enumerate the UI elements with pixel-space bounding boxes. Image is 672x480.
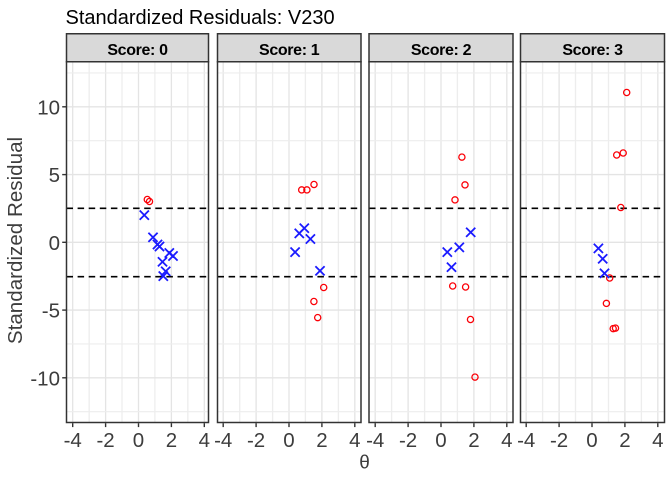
svg-text:5: 5: [49, 164, 60, 187]
svg-text:4: 4: [652, 429, 663, 452]
svg-text:0: 0: [435, 429, 446, 452]
svg-text:-2: -2: [550, 429, 568, 452]
svg-text:0: 0: [586, 429, 597, 452]
svg-text:-4: -4: [366, 429, 384, 452]
svg-text:Score: 3: Score: 3: [562, 42, 623, 59]
svg-text:0: 0: [49, 232, 60, 255]
svg-text:-4: -4: [64, 429, 82, 452]
svg-text:Score: 0: Score: 0: [107, 42, 168, 59]
svg-text:2: 2: [166, 429, 177, 452]
svg-text:Score: 1: Score: 1: [259, 42, 320, 59]
svg-text:0: 0: [133, 429, 144, 452]
svg-text:0: 0: [283, 429, 294, 452]
svg-text:-4: -4: [517, 429, 535, 452]
svg-text:-2: -2: [399, 429, 417, 452]
svg-text:-5: -5: [42, 300, 60, 323]
svg-text:10: 10: [37, 96, 60, 119]
svg-text:2: 2: [468, 429, 479, 452]
svg-text:4: 4: [349, 429, 360, 452]
svg-text:Standardized Residual: Standardized Residual: [4, 137, 27, 344]
svg-text:-2: -2: [247, 429, 265, 452]
svg-text:-10: -10: [30, 367, 60, 390]
svg-text:Score: 2: Score: 2: [411, 42, 472, 59]
svg-text:4: 4: [501, 429, 512, 452]
svg-text:2: 2: [316, 429, 327, 452]
svg-text:-4: -4: [214, 429, 232, 452]
svg-text:2: 2: [619, 429, 630, 452]
svg-text:Standardized Residuals: V230: Standardized Residuals: V230: [66, 7, 335, 29]
svg-text:-2: -2: [96, 429, 114, 452]
svg-text:4: 4: [199, 429, 210, 452]
svg-text:θ: θ: [359, 452, 370, 473]
